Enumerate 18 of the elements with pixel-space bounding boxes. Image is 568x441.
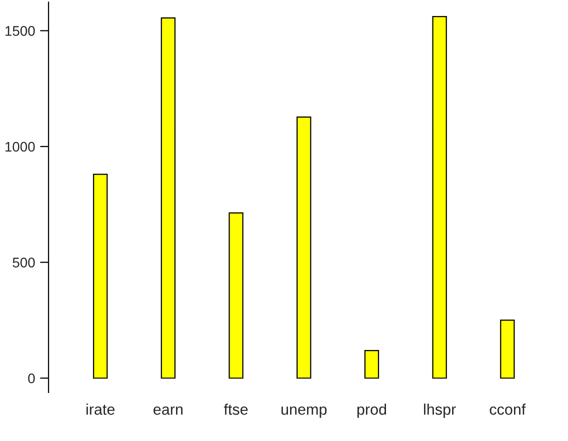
x-tick-label: ftse bbox=[224, 404, 248, 415]
x-tick-label: cconf bbox=[490, 404, 526, 415]
bar bbox=[93, 174, 108, 379]
x-tick-label: lhspr bbox=[424, 404, 456, 418]
x-tick-label: unemp bbox=[282, 406, 327, 418]
y-tick-label: 500 bbox=[12, 258, 35, 268]
y-tick-label: 1000 bbox=[6, 142, 35, 152]
y-tick-label: 1500 bbox=[6, 26, 35, 36]
y-tick-label: 0 bbox=[28, 373, 35, 384]
x-tick-label: prod bbox=[357, 404, 386, 418]
bar bbox=[432, 16, 447, 379]
bar bbox=[364, 350, 380, 379]
x-tick-label: irate bbox=[86, 404, 115, 415]
x-tick-label: earn bbox=[154, 406, 182, 415]
bar bbox=[228, 212, 244, 379]
bar bbox=[500, 320, 515, 379]
bar bbox=[296, 116, 312, 379]
bar bbox=[160, 17, 176, 379]
